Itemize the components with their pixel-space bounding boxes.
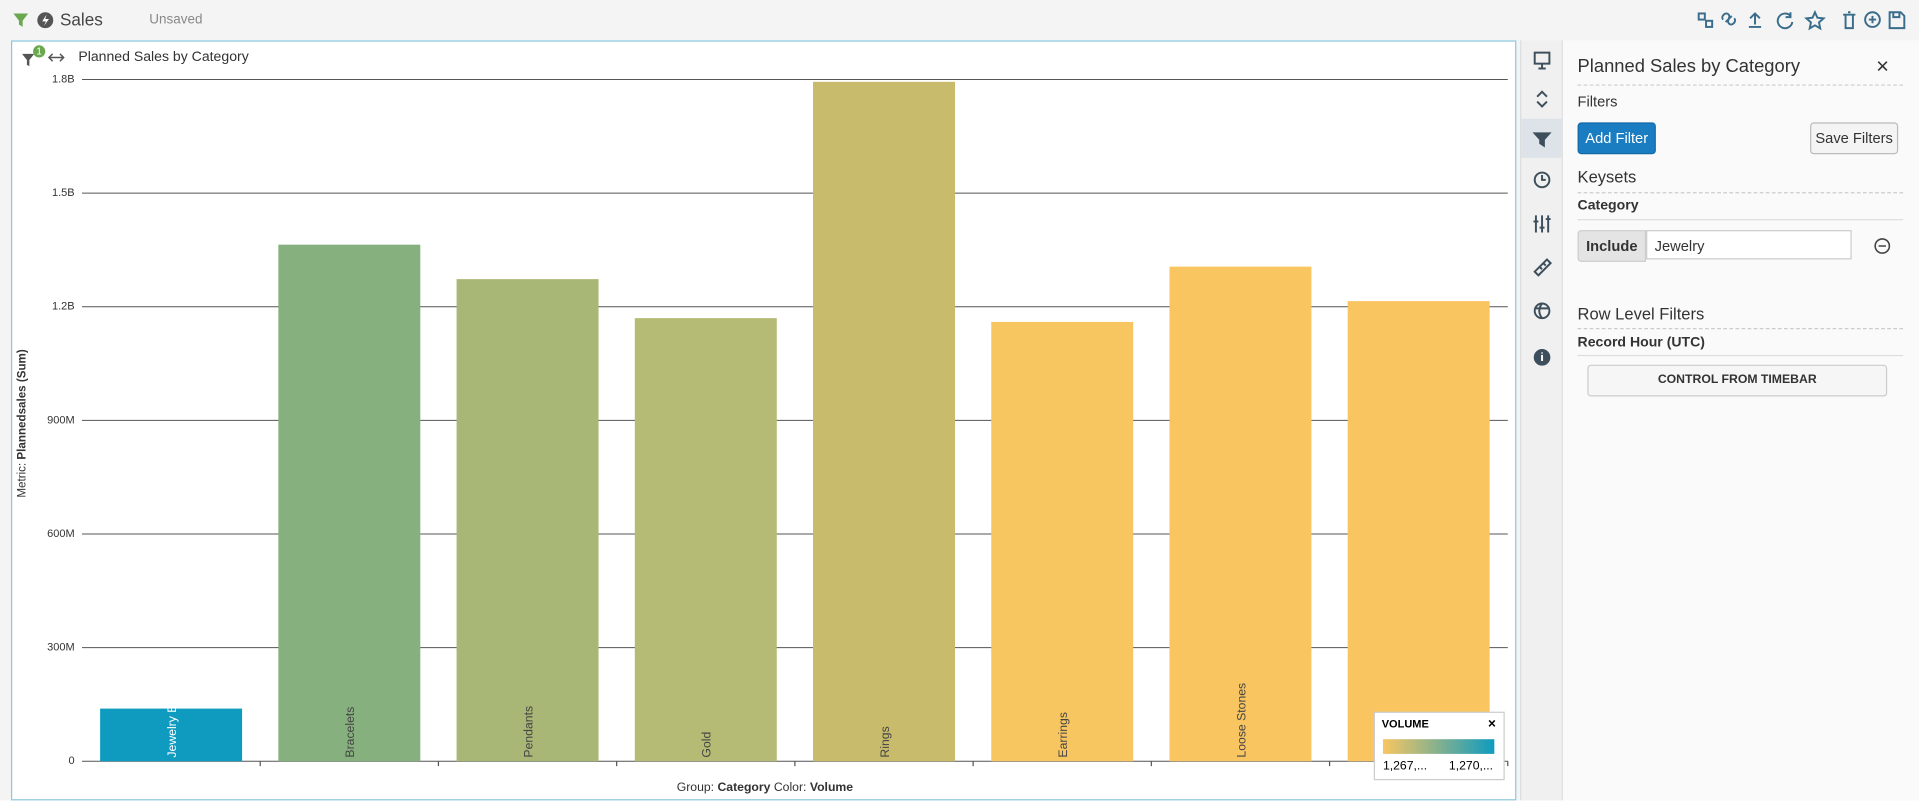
y-axis-label-prefix: Metric: xyxy=(16,463,29,498)
bar xyxy=(100,708,243,762)
top-bar: Sales Unsaved xyxy=(0,0,1919,40)
legend-close[interactable]: × xyxy=(1488,716,1496,731)
legend-min: 1,267,... xyxy=(1383,758,1427,772)
divider xyxy=(1577,219,1904,221)
y-tick-label: 0 xyxy=(69,755,75,767)
y-tick-label: 600M xyxy=(47,528,75,540)
side-rail xyxy=(1520,40,1562,801)
y-tick-label: 1.5B xyxy=(52,187,75,199)
x-tick-label: Rings xyxy=(878,726,892,757)
legend-title: VOLUME xyxy=(1382,718,1429,730)
group-value: Category xyxy=(717,780,770,794)
y-tick-label: 1.8B xyxy=(52,73,75,85)
y-axis-label-metric: Plannedsales (Sum) xyxy=(16,349,29,459)
panel-close[interactable]: × xyxy=(1876,53,1890,79)
toolbar-icons[interactable] xyxy=(1696,9,1910,32)
legend-max: 1,270,... xyxy=(1449,758,1493,772)
panel-title: Planned Sales by Category xyxy=(1577,56,1801,78)
chart-widget: 1 Planned Sales by Category Metric: Plan… xyxy=(11,40,1517,801)
include-toggle[interactable]: Include xyxy=(1577,230,1647,262)
row-level-heading: Row Level Filters xyxy=(1577,304,1705,324)
x-tick-label: Jewelry Boxes xyxy=(165,679,179,758)
divider xyxy=(1577,354,1904,357)
divider xyxy=(1577,327,1904,330)
x-tick-label: Loose Stones xyxy=(1234,683,1248,758)
category-label: Category xyxy=(1577,198,1639,213)
keysets-heading: Keysets xyxy=(1577,167,1637,187)
bar xyxy=(278,244,421,762)
bar xyxy=(813,81,955,762)
chart-footer: Group: Category Color: Volume xyxy=(677,780,854,794)
y-tick-label: 300M xyxy=(47,642,75,654)
x-tick-label: Gold xyxy=(700,732,714,758)
color-legend: VOLUME × 1,267,... 1,270,... xyxy=(1373,711,1505,781)
bar xyxy=(1169,266,1312,762)
record-hour-label: Record Hour (UTC) xyxy=(1577,335,1705,351)
x-tick-label: Bracelets xyxy=(343,707,357,758)
settings-panel: Planned Sales by Category × Filters Add … xyxy=(1561,40,1919,801)
chart: 1 Planned Sales by Category Metric: Plan… xyxy=(16,45,1509,794)
bar xyxy=(634,318,777,762)
color-label: Color: xyxy=(774,780,807,794)
timebar-button[interactable]: CONTROL FROM TIMEBAR xyxy=(1587,364,1888,397)
divider xyxy=(1577,84,1904,86)
x-tick-label: Pendants xyxy=(521,706,535,758)
add-filter-button[interactable]: Add Filter xyxy=(1577,122,1656,155)
color-value: Volume xyxy=(810,780,853,794)
save-filters-button[interactable]: Save Filters xyxy=(1810,122,1899,155)
x-tick-label: Earrings xyxy=(1056,712,1070,758)
app-icons xyxy=(13,12,54,29)
y-tick-label: 900M xyxy=(47,414,75,426)
chart-title: Planned Sales by Category xyxy=(78,48,248,64)
dashboard-title: Sales xyxy=(59,9,103,30)
keyset-input[interactable]: Jewelry xyxy=(1646,230,1852,260)
filter-badge: 1 xyxy=(36,47,41,58)
group-label: Group: xyxy=(677,780,714,794)
divider xyxy=(1577,192,1904,194)
bar xyxy=(991,321,1134,762)
rail-icons[interactable] xyxy=(1531,50,1553,380)
save-status: Unsaved xyxy=(149,12,203,27)
filters-heading: Filters xyxy=(1577,93,1618,111)
y-axis-label: Metric: Plannedsales (Sum) xyxy=(16,349,29,498)
y-tick-label: 1.2B xyxy=(52,301,75,313)
bar xyxy=(456,279,599,762)
legend-gradient xyxy=(1382,739,1495,754)
remove-keyset[interactable] xyxy=(1874,237,1891,254)
bar xyxy=(1347,301,1490,762)
